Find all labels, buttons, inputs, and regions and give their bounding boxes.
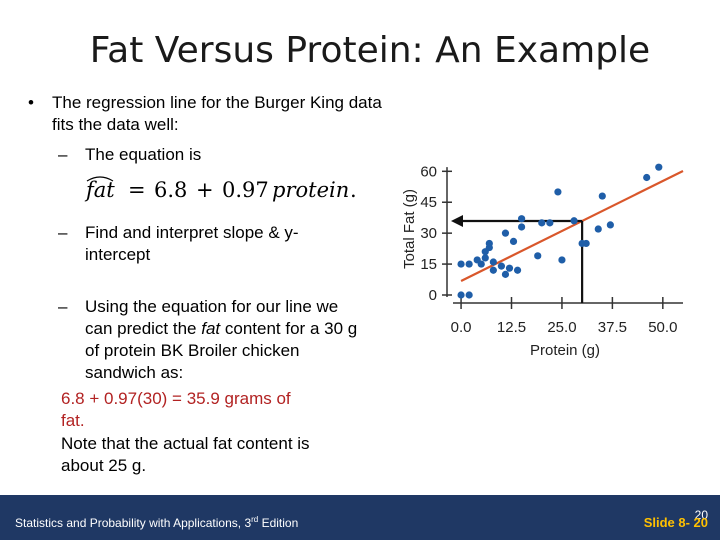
data-point — [598, 192, 606, 200]
page-number: 20 — [694, 508, 708, 522]
data-point — [465, 291, 473, 299]
regression-line — [460, 170, 684, 282]
data-point — [505, 264, 514, 272]
data-point — [465, 260, 473, 268]
data-point — [558, 256, 566, 264]
footer-book-title: Statistics and Probability with Applicat… — [15, 515, 298, 530]
slide-number: Slide 8- 20 — [643, 515, 708, 530]
data-point — [538, 219, 546, 227]
y-tick-label: 30 — [420, 225, 437, 242]
data-point — [489, 266, 497, 274]
data-point — [497, 262, 506, 270]
axes: 0 15 30 45 60 0.0 12.5 25.0 37.5 50.0 — [420, 163, 683, 336]
sub-bullet-slope: Find and interpret slope & y-intercept — [85, 223, 299, 264]
eq-slope: 0.97 — [222, 178, 269, 202]
scatter-plot-svg: Total Fat (g) Protein (g) 0 15 30 45 60 0.0 12… — [401, 163, 684, 359]
data-point — [643, 173, 651, 182]
data-point — [554, 188, 562, 196]
y-tick-label: 45 — [420, 194, 437, 211]
predict-text-b: content for a 30 g of protein BK Broiler… — [85, 319, 358, 382]
hat-symbol — [86, 176, 114, 182]
x-tick-label: 0.0 — [451, 319, 472, 336]
footer-bar: Statistics and Probability with Applicat… — [0, 495, 720, 540]
regression-line-group — [460, 170, 684, 282]
x-tick-label: 25.0 — [547, 319, 576, 336]
dash-marker: – — [58, 223, 68, 242]
data-point — [534, 252, 542, 260]
eq-intercept: 6.8 — [154, 178, 187, 202]
data-point — [655, 163, 663, 171]
data-point — [457, 260, 465, 268]
data-point — [489, 258, 497, 266]
note-line-1: Note that the actual fat content is — [61, 434, 310, 453]
page-title: Fat Versus Protein: An Example — [89, 30, 651, 71]
bullet-main: The regression line for the Burger King … — [52, 93, 382, 134]
bullet-marker: • — [28, 93, 34, 112]
y-tick-label: 0 — [429, 287, 437, 304]
data-point — [546, 219, 554, 227]
calc-line-1: 6.8 + 0.97(30) = 35.9 grams of — [61, 389, 291, 408]
dash-marker: – — [58, 297, 68, 316]
x-axis-label: Protein (g) — [530, 342, 600, 359]
eq-equals: = — [128, 178, 146, 202]
data-point — [457, 291, 465, 299]
dash-marker: – — [58, 145, 68, 164]
data-point — [606, 221, 614, 229]
annotation-arrowhead — [451, 214, 463, 227]
eq-variable: protein — [272, 178, 349, 202]
data-points — [457, 163, 663, 299]
y-tick-label: 15 — [420, 256, 437, 273]
data-point — [570, 217, 578, 225]
eq-plus: + — [196, 178, 214, 202]
data-point — [517, 223, 526, 231]
sub-bullet-equation-intro: The equation is — [85, 145, 202, 164]
calc-line-2: fat. — [61, 411, 85, 430]
y-tick-label: 60 — [420, 163, 437, 180]
x-tick-label: 37.5 — [598, 319, 627, 336]
sub-bullet-predict: Using the equation for our line we can p… — [85, 296, 360, 384]
footer-book-text: Statistics and Probability with Applicat… — [15, 516, 252, 530]
data-point — [517, 215, 526, 223]
regression-equation: fat = 6.8 + 0.97 protein . — [84, 172, 374, 208]
x-tick-label: 12.5 — [497, 319, 526, 336]
note-line-2: about 25 g. — [61, 456, 147, 475]
data-point — [501, 229, 510, 237]
scatter-chart: Total Fat (g) Protein (g) 0 15 30 45 60 0.0 12… — [395, 155, 687, 365]
eq-lhs: fat — [84, 178, 115, 202]
predict-text-a: Using the equation for our line we can p… — [85, 297, 339, 338]
data-point — [481, 254, 489, 262]
data-point — [582, 239, 590, 248]
data-point — [477, 260, 485, 268]
footer-book-edition: Edition — [258, 516, 299, 530]
y-axis-label: Total Fat (g) — [401, 189, 418, 269]
x-tick-label: 50.0 — [648, 319, 677, 336]
data-point — [513, 266, 522, 274]
data-point — [501, 270, 510, 278]
eq-period: . — [350, 178, 357, 202]
predict-text-italic: fat — [201, 319, 221, 338]
footer-book-sup: rd — [251, 515, 259, 524]
data-point — [509, 237, 518, 245]
data-point — [485, 239, 493, 248]
data-point — [594, 225, 602, 233]
